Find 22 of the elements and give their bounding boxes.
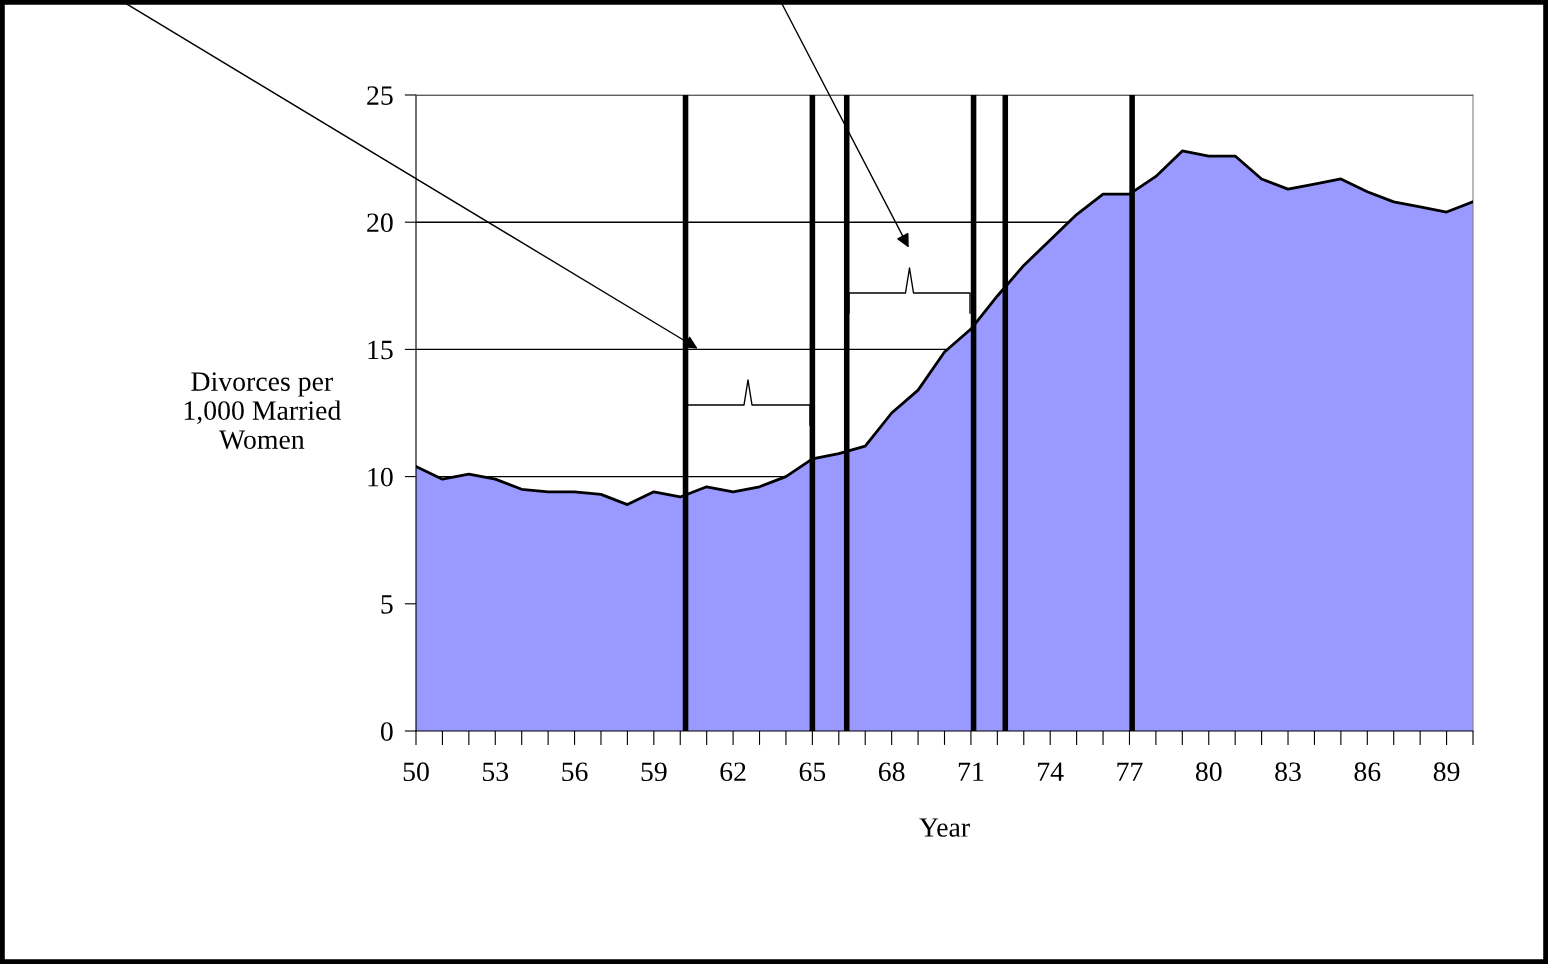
x-tick-label: 86: [1354, 762, 1381, 782]
x-tick-label: 59: [641, 762, 667, 782]
y-tick-label: 10: [368, 467, 393, 487]
y-tick-label: 25: [367, 86, 393, 105]
y-tick-label: 5: [381, 595, 393, 614]
y-axis-title: Divorces per 1,000 Married Women: [184, 372, 341, 450]
x-tick-label: 62: [720, 762, 746, 782]
x-tick-label: 53: [483, 762, 509, 782]
x-tick-label: 71: [958, 762, 984, 781]
x-tick-label: 65: [799, 762, 826, 782]
x-tick-label: 68: [878, 762, 905, 782]
x-tick-label: 80: [1195, 762, 1222, 782]
y-tick-label: 20: [367, 213, 393, 233]
x-tick-label: 50: [403, 762, 429, 782]
y-tick-label: 0: [380, 722, 393, 741]
x-axis-title: Year: [919, 818, 970, 837]
y-tick-label: 15: [368, 340, 393, 360]
x-tick-label: 89: [1433, 762, 1460, 782]
x-tick-label: 83: [1275, 762, 1301, 782]
x-tick-label: 74: [1038, 762, 1064, 781]
x-tick-label: 56: [562, 762, 588, 782]
x-tick-label: 77: [1117, 762, 1143, 781]
